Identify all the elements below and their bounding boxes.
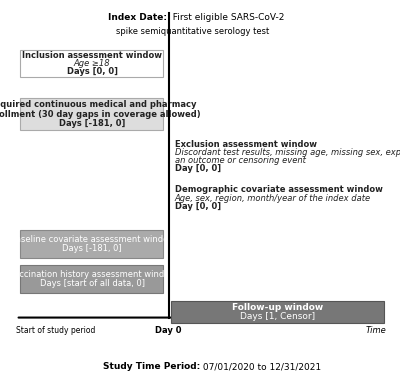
Text: Baseline covariate assessment window: Baseline covariate assessment window (10, 234, 175, 244)
Text: Demographic covariate assessment window: Demographic covariate assessment window (174, 185, 382, 195)
Text: Days [-181, 0]: Days [-181, 0] (59, 119, 125, 128)
Text: Follow-up window: Follow-up window (232, 303, 323, 311)
Text: Age, sex, region, month/year of the index date: Age, sex, region, month/year of the inde… (174, 194, 371, 203)
Bar (20, 230, 163, 258)
Text: Days [1, Censor]: Days [1, Censor] (240, 313, 315, 321)
Text: Start of study period: Start of study period (16, 326, 95, 335)
Text: Days [0, 0]: Days [0, 0] (67, 67, 118, 76)
Text: Required continuous medical and pharmacy: Required continuous medical and pharmacy (0, 100, 196, 109)
Text: Days [-181, 0]: Days [-181, 0] (62, 244, 122, 253)
Text: Day 0: Day 0 (155, 326, 182, 335)
Text: Age ≥18: Age ≥18 (74, 59, 110, 68)
Text: First eligible SARS-CoV-2: First eligible SARS-CoV-2 (167, 12, 284, 21)
Text: Day [0, 0]: Day [0, 0] (174, 164, 221, 173)
Text: Time: Time (366, 326, 386, 335)
Text: Inclusion assessment window: Inclusion assessment window (22, 51, 162, 60)
Text: Discordant test results, missing age, missing sex, experienced: Discordant test results, missing age, mi… (174, 148, 400, 157)
Text: Index Date:: Index Date: (108, 12, 167, 21)
Bar (170, 300, 384, 323)
Bar (20, 265, 163, 293)
Text: spike semiquantitative serology test: spike semiquantitative serology test (116, 27, 269, 36)
Text: Day [0, 0]: Day [0, 0] (174, 202, 221, 211)
Text: Days [start of all data, 0]: Days [start of all data, 0] (40, 279, 145, 288)
Text: 07/01/2020 to 12/31/2021: 07/01/2020 to 12/31/2021 (200, 362, 321, 371)
Text: Vaccination history assessment window: Vaccination history assessment window (8, 270, 176, 279)
Text: Exclusion assessment window: Exclusion assessment window (174, 139, 316, 149)
Text: an outcome or censoring event: an outcome or censoring event (174, 156, 305, 165)
Bar (20, 50, 163, 77)
Text: enrollment (30 day gaps in coverage allowed): enrollment (30 day gaps in coverage allo… (0, 110, 201, 119)
Bar (20, 98, 163, 130)
Text: Study Time Period:: Study Time Period: (103, 362, 200, 371)
